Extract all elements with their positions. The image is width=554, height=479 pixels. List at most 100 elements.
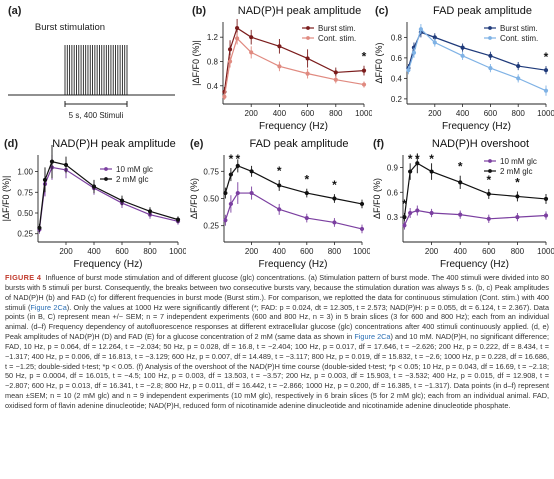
x-tick-label: 1000 (353, 247, 370, 256)
legend-marker (488, 36, 492, 40)
data-point (236, 191, 240, 195)
figure-link[interactable]: Figure 2Ca (354, 332, 390, 341)
significance-marker: * (229, 152, 234, 166)
data-point (249, 35, 253, 39)
series-line (224, 38, 364, 96)
significance-marker: * (332, 178, 337, 192)
data-point (229, 172, 233, 176)
significance-marker: * (429, 152, 434, 166)
panel-a: (a) Burst stimulation 5 s, 400 Stimuli (0, 0, 185, 130)
panel-f: (f) NAD(P)H overshoot 0.3 0.6 0.9 200 400 600 8… (371, 133, 554, 270)
series-line (225, 193, 362, 229)
data-point (277, 64, 281, 68)
data-point (412, 51, 416, 55)
legend-marker (306, 26, 310, 30)
legend-label: 10 mM glc (116, 165, 153, 174)
data-point (332, 220, 336, 224)
y-tick-label: 0.3 (387, 213, 399, 222)
y-tick-label: 0.6 (391, 54, 403, 63)
scale-bar-label: 5 s, 400 Stimuli (69, 111, 124, 120)
significance-marker: * (486, 173, 491, 187)
data-point (43, 178, 47, 182)
x-tick-label: 800 (512, 109, 526, 118)
significance-marker: * (304, 173, 309, 187)
data-point (92, 184, 96, 188)
data-point (516, 64, 520, 68)
legend-label: 2 mM glc (500, 167, 532, 176)
y-axis-label: ΔF/F0 (%) (374, 42, 384, 83)
data-point (458, 180, 462, 184)
legend-marker (104, 167, 108, 171)
data-point (360, 202, 364, 206)
data-point (544, 213, 548, 217)
significance-marker: * (277, 164, 282, 178)
chart-title: FAD peak amplitude (433, 5, 532, 17)
data-point (544, 89, 548, 93)
significance-marker: * (415, 152, 420, 166)
x-tick-label: 800 (329, 109, 343, 118)
panel-d: (d) NAD(P)H peak amplitude 0.25 0.50 0.75 1.… (0, 133, 186, 270)
data-point (360, 227, 364, 231)
chart-title: NAD(P)H peak amplitude (52, 138, 176, 150)
panel-label: (e) (190, 138, 203, 150)
series-line (39, 162, 178, 228)
x-tick-label: 1000 (355, 109, 372, 118)
y-tick-label: 0.4 (391, 74, 403, 83)
figure-link[interactable]: Figure 2Ca (30, 303, 66, 312)
data-point (488, 66, 492, 70)
x-tick-label: 400 (273, 109, 287, 118)
data-point (408, 169, 412, 173)
x-tick-label: 1000 (537, 247, 554, 256)
y-axis-label: ΔF/F0 (%) (189, 178, 199, 219)
data-point (222, 95, 226, 99)
y-tick-label: 0.8 (391, 33, 403, 42)
data-point (228, 59, 232, 63)
series-line (404, 211, 546, 226)
y-tick-label: 1.00 (17, 168, 33, 177)
panel-b: (b) NAD(P)H peak amplitude 0.4 0.8 1.2 200 40… (190, 0, 372, 132)
panel-label: (b) (192, 5, 206, 17)
chart-nadph-overshoot: NAD(P)H overshoot0.30.60.9200 400 600 800 10… (371, 133, 554, 270)
x-tick-label: 800 (143, 247, 157, 256)
significance-marker: * (515, 175, 520, 189)
x-axis-label: Frequency (Hz) (74, 259, 143, 270)
data-point (488, 54, 492, 58)
legend-marker (488, 169, 492, 173)
chart-nadph-glucose: NAD(P)H peak amplitude 0.25 0.50 0.75 1.00 20… (0, 133, 186, 270)
y-tick-label: 0.2 (391, 95, 403, 104)
data-point (64, 163, 68, 167)
y-tick-label: 0.75 (17, 188, 33, 197)
data-point (120, 198, 124, 202)
data-point (223, 218, 227, 222)
legend-label: 2 mM glc (116, 175, 148, 184)
data-point (334, 70, 338, 74)
y-tick-label: 0.6 (387, 188, 399, 197)
x-axis-label: Frequency (Hz) (259, 121, 328, 132)
data-point (515, 194, 519, 198)
data-point (362, 82, 366, 86)
panel-label: (d) (4, 138, 18, 150)
data-point (487, 217, 491, 221)
data-point (334, 78, 338, 82)
x-tick-label: 1000 (169, 247, 186, 256)
data-point (229, 202, 233, 206)
x-tick-label: 800 (511, 247, 525, 256)
y-axis-label: |ΔF/F0 (%)| (1, 176, 11, 222)
data-point (433, 40, 437, 44)
legend-marker (488, 159, 492, 163)
y-tick-label: 0.4 (207, 82, 219, 91)
y-tick-label: 0.75 (203, 167, 219, 176)
panel-label: (f) (373, 138, 384, 150)
data-point (148, 209, 152, 213)
data-point (544, 68, 548, 72)
data-point (249, 50, 253, 54)
data-point (176, 218, 180, 222)
x-tick-label: 600 (482, 247, 496, 256)
data-point (37, 226, 41, 230)
chart-fad-glucose: FAD peak amplitude0.250.500.75200 400 600 8… (188, 133, 370, 270)
legend-label: Cont. stim. (318, 34, 356, 43)
x-tick-label: 200 (59, 247, 73, 256)
data-point (419, 27, 423, 31)
figure-label: FIGURE 4 (5, 273, 41, 282)
data-point (277, 183, 281, 187)
